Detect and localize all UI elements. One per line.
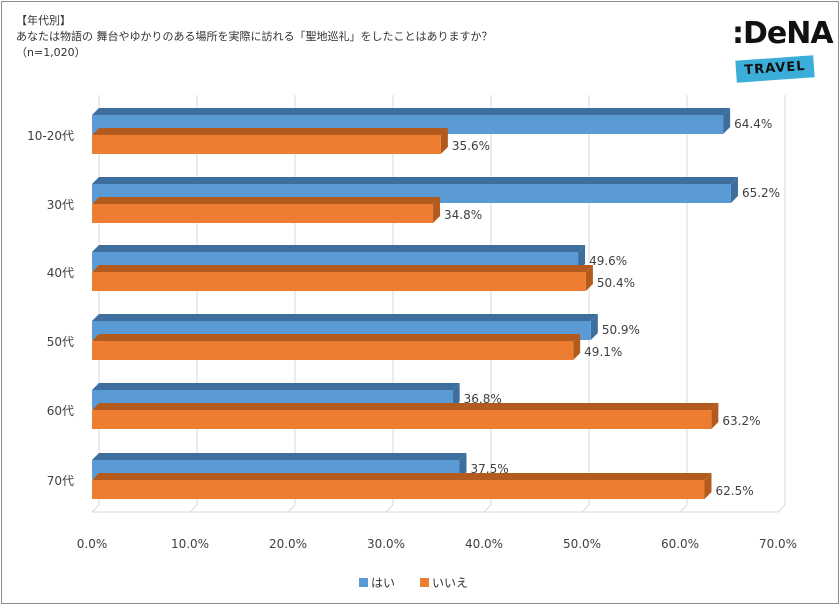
y-category-label: 30代 bbox=[47, 198, 74, 212]
data-label-yes: 65.2% bbox=[742, 186, 780, 200]
sample-size: （n=1,020） bbox=[16, 46, 86, 59]
bar-no-top bbox=[92, 265, 593, 272]
legend-swatch-yes bbox=[359, 578, 368, 587]
y-category-label: 40代 bbox=[47, 266, 74, 280]
bar-no bbox=[92, 480, 705, 499]
bar-yes-top bbox=[92, 453, 467, 460]
data-label-yes: 37.5% bbox=[471, 462, 509, 476]
x-tick-label: 50.0% bbox=[563, 537, 601, 551]
bar-no bbox=[92, 341, 574, 360]
x-tick-label: 60.0% bbox=[661, 537, 699, 551]
bar-no-top bbox=[92, 128, 448, 135]
legend-swatch-no bbox=[420, 578, 429, 587]
data-label-no: 49.1% bbox=[584, 345, 622, 359]
gridline-floor bbox=[679, 504, 688, 513]
data-label-yes: 64.4% bbox=[734, 117, 772, 131]
bar-no-top bbox=[92, 334, 581, 341]
legend-item-no: いいえ bbox=[420, 574, 468, 591]
bar-no-side bbox=[573, 334, 581, 360]
bar-yes-side bbox=[590, 314, 598, 340]
y-category-label: 60代 bbox=[47, 404, 74, 418]
bar-no bbox=[92, 410, 712, 429]
gridline-floor bbox=[385, 504, 394, 513]
x-tick-label: 10.0% bbox=[171, 537, 209, 551]
bar-yes-side bbox=[730, 177, 738, 203]
gridline-floor bbox=[91, 504, 100, 513]
gridline-floor bbox=[777, 504, 786, 513]
bar-no-top bbox=[92, 473, 712, 480]
data-label-yes: 49.6% bbox=[589, 254, 627, 268]
legend-item-yes: はい bbox=[359, 574, 395, 591]
data-label-yes: 36.8% bbox=[464, 392, 502, 406]
data-label-no: 63.2% bbox=[722, 414, 760, 428]
gridline-floor bbox=[483, 504, 492, 513]
bar-yes-top bbox=[92, 245, 586, 252]
bar-no-side bbox=[440, 128, 448, 154]
bar-yes-top bbox=[92, 108, 731, 115]
y-category-label: 50代 bbox=[47, 335, 74, 349]
data-label-no: 35.6% bbox=[452, 139, 490, 153]
gridline-floor bbox=[581, 504, 590, 513]
bar-yes-top bbox=[92, 383, 460, 390]
x-tick-label: 30.0% bbox=[367, 537, 405, 551]
chart-group-label: 【年代別】 bbox=[16, 14, 71, 27]
chart-question: あなたは物語の 舞台やゆかりのある場所を実際に訪れる「聖地巡礼」をしたことはあり… bbox=[16, 30, 493, 43]
x-tick-label: 40.0% bbox=[465, 537, 503, 551]
data-label-no: 62.5% bbox=[716, 484, 754, 498]
bar-yes-side bbox=[578, 245, 586, 271]
bar-yes-side bbox=[459, 453, 467, 479]
bar-no-top bbox=[92, 403, 719, 410]
gridline-floor bbox=[287, 504, 296, 513]
bar-yes-top bbox=[92, 177, 738, 184]
bar-no bbox=[92, 135, 441, 154]
bar-yes-top bbox=[92, 314, 598, 321]
bar-no-side bbox=[711, 403, 719, 429]
x-tick-label: 0.0% bbox=[77, 537, 108, 551]
y-category-label: 70代 bbox=[47, 474, 74, 488]
x-tick-label: 20.0% bbox=[269, 537, 307, 551]
data-label-no: 34.8% bbox=[444, 208, 482, 222]
legend-label-no: いいえ bbox=[432, 576, 469, 590]
bar-yes-side bbox=[452, 383, 460, 409]
dena-travel-logo: :DeNA TRAVEL bbox=[728, 14, 834, 92]
bar-yes-side bbox=[723, 108, 731, 134]
bar-no bbox=[92, 204, 434, 223]
bar-no bbox=[92, 272, 586, 291]
gridline-floor bbox=[189, 504, 198, 513]
x-tick-label: 70.0% bbox=[759, 537, 797, 551]
bar-no-top bbox=[92, 197, 441, 204]
logo-wordmark: :DeNA bbox=[732, 16, 834, 51]
bar-no-side bbox=[704, 473, 712, 499]
legend-label-yes: はい bbox=[371, 576, 396, 590]
data-label-yes: 50.9% bbox=[602, 323, 640, 337]
bar-no-side bbox=[585, 265, 593, 291]
bar-no-side bbox=[433, 197, 441, 223]
y-category-label: 10-20代 bbox=[27, 129, 74, 143]
data-label-no: 50.4% bbox=[597, 276, 635, 290]
